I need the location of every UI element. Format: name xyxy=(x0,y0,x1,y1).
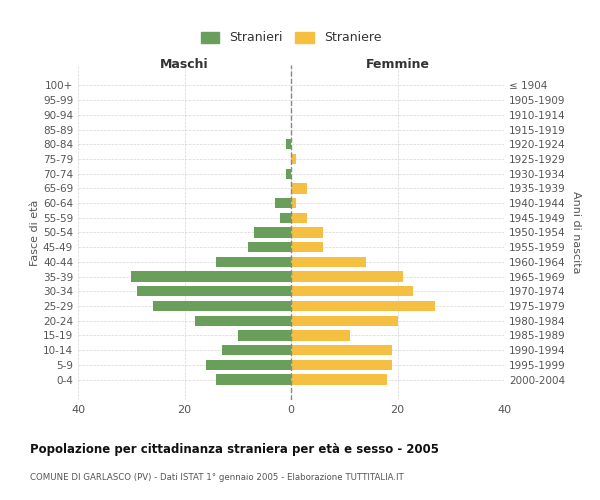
Bar xyxy=(291,286,413,296)
Bar xyxy=(248,242,291,252)
Bar xyxy=(291,154,296,164)
Bar xyxy=(291,360,392,370)
Bar xyxy=(275,198,291,208)
Bar xyxy=(286,168,291,179)
Bar xyxy=(291,272,403,282)
Bar xyxy=(291,183,307,194)
Bar xyxy=(291,242,323,252)
Bar xyxy=(291,301,435,311)
Bar xyxy=(206,360,291,370)
Bar xyxy=(152,301,291,311)
Y-axis label: Fasce di età: Fasce di età xyxy=(30,200,40,266)
Bar xyxy=(291,374,387,385)
Bar xyxy=(291,212,307,223)
Text: COMUNE DI GARLASCO (PV) - Dati ISTAT 1° gennaio 2005 - Elaborazione TUTTITALIA.I: COMUNE DI GARLASCO (PV) - Dati ISTAT 1° … xyxy=(30,472,404,482)
Text: Femmine: Femmine xyxy=(365,58,430,70)
Bar xyxy=(222,345,291,356)
Bar xyxy=(291,257,365,267)
Bar xyxy=(254,228,291,237)
Bar xyxy=(195,316,291,326)
Bar xyxy=(217,374,291,385)
Bar xyxy=(217,257,291,267)
Legend: Stranieri, Straniere: Stranieri, Straniere xyxy=(197,28,385,48)
Bar xyxy=(291,228,323,237)
Text: Maschi: Maschi xyxy=(160,58,209,70)
Bar xyxy=(291,345,392,356)
Bar xyxy=(291,198,296,208)
Bar xyxy=(280,212,291,223)
Y-axis label: Anni di nascita: Anni di nascita xyxy=(571,191,581,274)
Bar xyxy=(291,330,350,340)
Bar xyxy=(291,316,398,326)
Bar xyxy=(131,272,291,282)
Bar xyxy=(137,286,291,296)
Text: Popolazione per cittadinanza straniera per età e sesso - 2005: Popolazione per cittadinanza straniera p… xyxy=(30,442,439,456)
Bar xyxy=(238,330,291,340)
Bar xyxy=(286,139,291,149)
